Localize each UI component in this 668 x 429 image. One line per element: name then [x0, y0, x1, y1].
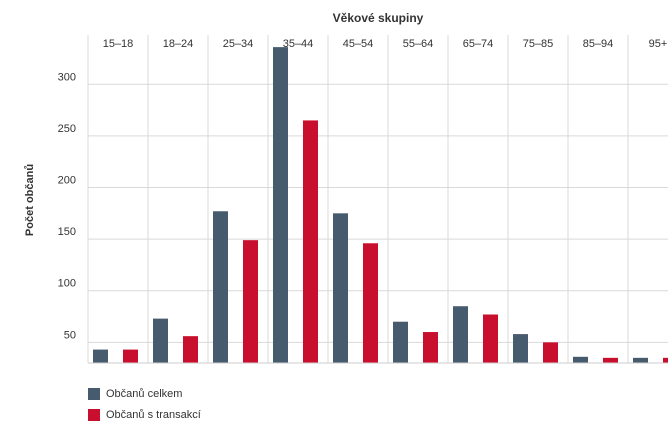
legend-label-transactions: Občanů s transakcí [106, 409, 201, 421]
x-tick-label: 45–54 [343, 38, 374, 50]
bar-with-transaction [543, 342, 558, 363]
legend-swatch-total [88, 388, 100, 400]
bar-total [393, 321, 408, 363]
bar-with-transaction [243, 240, 258, 363]
x-tick-label: 15–18 [103, 38, 134, 50]
x-tick-label: 65–74 [463, 38, 494, 50]
x-tick-label: 85–94 [583, 38, 614, 50]
bar-total [93, 349, 108, 363]
legend: Občanů celkem Občanů s transakcí [88, 387, 201, 429]
gridlines [87, 35, 668, 363]
bar-with-transaction [423, 332, 438, 363]
bar-with-transaction [363, 243, 378, 363]
bar-total [633, 357, 648, 363]
x-tick-label: 35–44 [283, 38, 314, 50]
bars [93, 47, 668, 364]
bar-total [333, 213, 348, 363]
x-tick-label: 75–85 [523, 38, 554, 50]
bar-total [573, 356, 588, 363]
bar-with-transaction [303, 120, 318, 363]
x-tick-label: 55–64 [403, 38, 434, 50]
legend-swatch-transactions [88, 409, 100, 421]
bar-with-transaction [663, 357, 668, 363]
bar-with-transaction [603, 357, 618, 363]
bar-with-transaction [483, 314, 498, 363]
x-tick-label: 95+ [649, 38, 668, 50]
y-axis-label: Počet občanů [24, 164, 36, 236]
y-tick-label: 250 [58, 123, 76, 135]
legend-label-total: Občanů celkem [106, 388, 183, 400]
bar-total [513, 334, 528, 363]
legend-item-transactions: Občanů s transakcí [88, 408, 201, 422]
y-tick-label: 300 [58, 71, 76, 83]
bar-with-transaction [123, 349, 138, 363]
x-tick-label: 18–24 [163, 38, 194, 50]
legend-item-total: Občanů celkem [88, 387, 201, 401]
y-tick-label: 100 [58, 278, 76, 290]
bar-total [213, 211, 228, 363]
x-tick-label: 25–34 [223, 38, 254, 50]
y-tick-label: 200 [58, 175, 76, 187]
chart-title: Věkové skupiny [333, 11, 424, 25]
bar-total [453, 306, 468, 363]
bar-total [153, 318, 168, 363]
x-tick-labels: 15–18 18–24 25–34 35–44 45–54 55–64 65–74 75–85… [103, 38, 668, 50]
bar-total [273, 47, 288, 364]
y-tick-labels: 50 100 150 200 250 300 [58, 71, 76, 341]
y-tick-label: 150 [58, 226, 76, 238]
bar-with-transaction [183, 336, 198, 363]
y-tick-label: 50 [64, 329, 76, 341]
